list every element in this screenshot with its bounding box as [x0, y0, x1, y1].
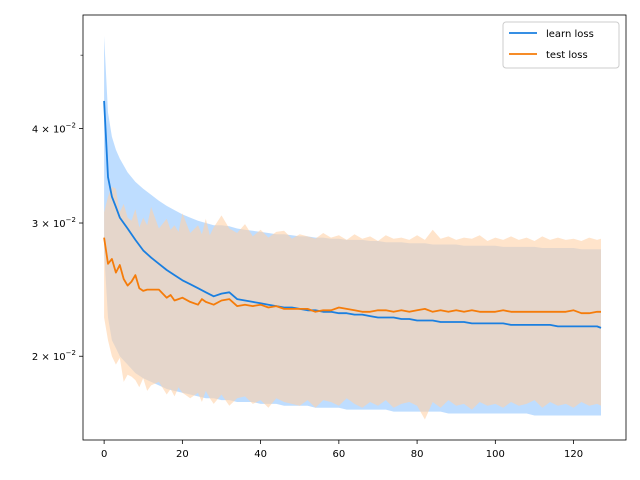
y-axis: 2 × 10−2 3 × 10−2 4 × 10−2 [32, 54, 83, 363]
y-tick-label: 4 × 10−2 [32, 121, 76, 135]
learn-loss-line [103, 100, 602, 329]
test-loss-line [103, 237, 601, 315]
legend-label-learn-loss: learn loss [546, 29, 594, 40]
series-lines [103, 100, 602, 329]
y-tick-label: 2 × 10−2 [32, 349, 76, 363]
x-tick-label: 80 [411, 449, 424, 460]
x-tick-label: 60 [332, 449, 345, 460]
plot-frame [82, 14, 627, 441]
legend: learn loss test loss [502, 21, 620, 69]
x-tick-label: 40 [254, 449, 267, 460]
legend-label-test-loss: test loss [546, 50, 588, 61]
x-tick-label: 100 [486, 449, 505, 460]
x-axis: 0 20 40 60 80 100 120 [101, 440, 583, 460]
x-tick-label: 120 [564, 449, 583, 460]
y-tick-label: 3 × 10−2 [32, 216, 76, 230]
confidence-bands [104, 36, 601, 420]
x-tick-label: 0 [101, 449, 107, 460]
x-tick-label: 20 [176, 449, 189, 460]
test-loss-band [104, 186, 601, 420]
